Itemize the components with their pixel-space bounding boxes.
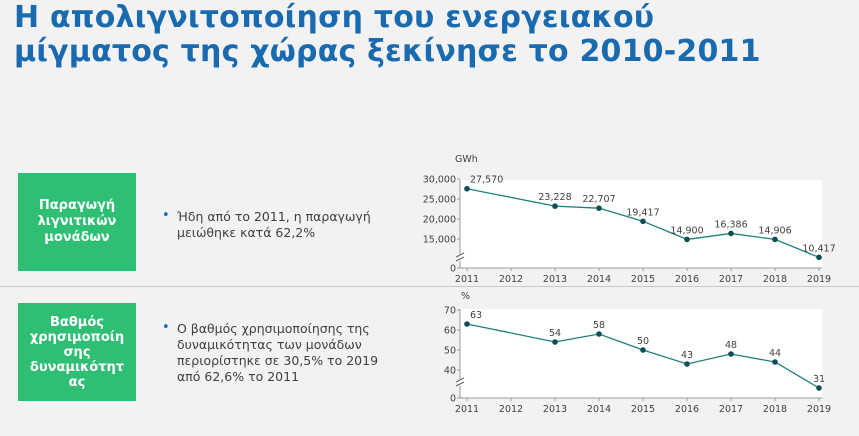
y-tick-label: 30,000: [423, 175, 456, 186]
x-tick-label: 2011: [455, 274, 479, 285]
data-point: [596, 331, 602, 337]
section-divider: [0, 286, 859, 287]
x-tick-label: 2016: [675, 404, 699, 415]
label-line: χρησιμοποίη: [29, 329, 125, 345]
y-tick-label: 50: [444, 346, 456, 357]
label-line: δυναμικότητ: [29, 359, 125, 375]
bullet-dot-icon: •: [162, 208, 170, 223]
axis-break-mark: [455, 381, 465, 387]
series-line: [466, 323, 820, 389]
data-point: [552, 339, 558, 345]
bullet-line: Ήδη από το 2011, η παραγωγή: [177, 209, 371, 224]
y-unit-label: GWh: [455, 154, 478, 165]
data-label: 58: [593, 320, 605, 331]
data-label: 14,906: [758, 225, 791, 236]
data-point: [728, 230, 734, 237]
lignite-production-label-box: Παραγωγή λιγνιτικών μονάδων: [18, 173, 136, 271]
label-line: μονάδων: [44, 230, 110, 245]
x-tick-label: 2017: [719, 274, 743, 285]
y-tick-label: 0: [450, 264, 456, 275]
x-tick-label: 2013: [543, 274, 567, 285]
data-point: [684, 361, 690, 367]
x-tick-label: 2019: [807, 404, 831, 415]
y-tick-label: 20,000: [423, 215, 456, 226]
label-line: Παραγωγή: [38, 198, 116, 213]
bullet-line: Ο βαθμός χρησιμοποίησης της: [177, 321, 370, 336]
data-point: [552, 203, 558, 209]
x-tick-label: 2014: [587, 404, 611, 415]
capacity-utilization-label-box: Βαθμός χρησιμοποίη σης δυναμικότητ ας: [18, 303, 136, 401]
bullet-line: δυναμικότητας των μονάδων: [177, 337, 362, 352]
page-title-line-1: Η απολιγνιτοποίηση του ενεργειακού: [14, 0, 655, 35]
data-label: 44: [769, 348, 781, 359]
y-unit-label: %: [461, 291, 470, 302]
data-label: 27,570: [470, 175, 503, 186]
data-label: 43: [681, 350, 693, 361]
data-label: 63: [470, 310, 482, 321]
data-point: [464, 321, 470, 327]
data-label: 31: [813, 374, 825, 385]
x-tick-label: 2015: [631, 404, 655, 415]
label-line: ας: [68, 374, 86, 390]
data-point: [684, 236, 690, 243]
label-line: σης: [63, 344, 91, 360]
utilization-bullet: • Ο βαθμός χρησιμοποίησης της δυναμικότη…: [162, 320, 379, 385]
data-label: 19,417: [626, 207, 659, 218]
data-point: [816, 254, 822, 261]
x-tick-label: 2015: [631, 274, 655, 285]
data-point: [596, 205, 602, 211]
bullet-dot-icon: •: [162, 320, 170, 335]
data-point: [728, 351, 734, 357]
x-tick-label: 2014: [587, 274, 611, 285]
y-tick-label: 15,000: [423, 235, 456, 246]
data-label: 22,707: [582, 194, 615, 205]
x-tick-label: 2016: [675, 274, 699, 285]
data-point: [464, 185, 470, 192]
x-tick-label: 2018: [763, 404, 787, 415]
series-line: [466, 188, 820, 258]
label-line: λιγνιτικών: [37, 214, 117, 229]
data-point: [640, 218, 646, 225]
page-title-line-2: μίγματος της χώρας ξεκίνησε το 2010-2011: [14, 34, 761, 69]
data-label: 10,417: [802, 243, 835, 254]
x-tick-label: 2018: [763, 274, 787, 285]
y-tick-label: 40: [444, 366, 456, 377]
label-line: Βαθμός: [50, 314, 104, 330]
x-tick-label: 2017: [719, 404, 743, 415]
axis-break-mark: [455, 252, 465, 258]
data-point: [772, 236, 778, 243]
data-label: 23,228: [538, 192, 571, 203]
x-tick-label: 2012: [499, 274, 523, 285]
x-tick-label: 2013: [543, 404, 567, 415]
bullet-line: μειώθηκε κατά 62,2%: [177, 225, 316, 240]
y-tick-label: 70: [444, 306, 456, 317]
data-label: 54: [549, 328, 561, 339]
x-tick-label: 2019: [807, 274, 831, 285]
data-point: [640, 347, 646, 353]
plot-area: [460, 309, 822, 398]
bullet-line: περιορίστηκε σε 30,5% το 2019: [177, 353, 379, 368]
x-tick-label: 2012: [499, 404, 523, 415]
data-label: 16,386: [714, 219, 747, 230]
data-point: [816, 385, 822, 391]
axis-break-mark: [455, 256, 465, 262]
bullet-line: από 62,6% το 2011: [177, 369, 300, 384]
page-title: Η απολιγνιτοποίηση του ενεργειακού μίγμα…: [14, 1, 761, 69]
y-tick-label: 60: [444, 326, 456, 337]
plot-area: [460, 180, 822, 268]
production-bullet: • Ήδη από το 2011, η παραγωγή μειώθηκε κ…: [162, 208, 371, 241]
data-point: [772, 359, 778, 365]
data-label: 50: [637, 336, 649, 347]
data-label: 14,900: [670, 225, 703, 236]
x-tick-label: 2011: [455, 404, 479, 415]
y-tick-label: 25,000: [423, 195, 456, 206]
axis-break-mark: [455, 377, 465, 383]
data-label: 48: [725, 340, 737, 351]
y-tick-label: 0: [450, 394, 456, 405]
